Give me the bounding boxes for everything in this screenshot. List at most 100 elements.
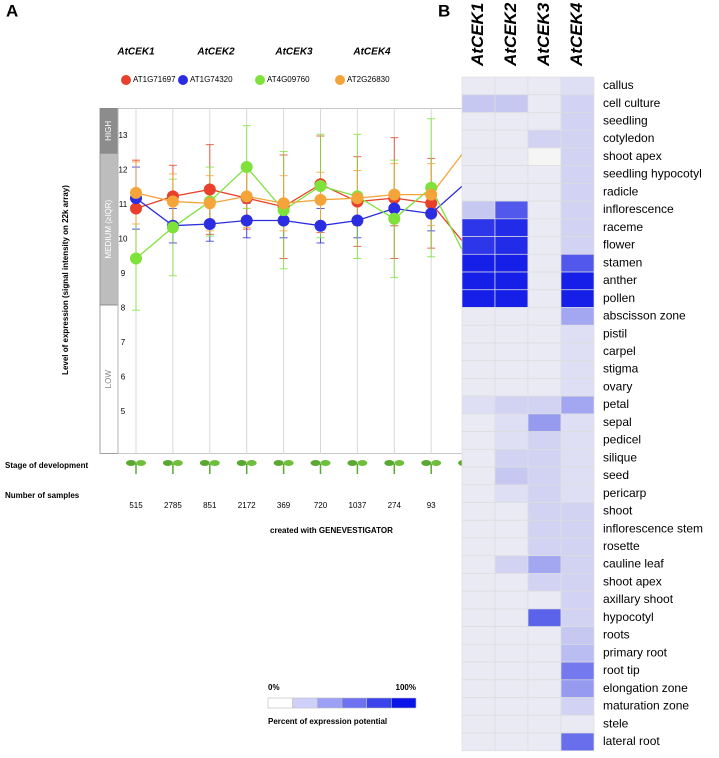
heat-cell (560, 342, 595, 362)
stage-icon (199, 460, 220, 474)
heat-cell (461, 307, 496, 326)
point (166, 221, 179, 234)
heat-cell (560, 679, 595, 698)
sample-count: 369 (277, 501, 291, 510)
band-label: HIGH (104, 121, 113, 141)
heat-cell (461, 626, 496, 645)
leaf (320, 460, 331, 466)
colorbar-swatch (292, 697, 318, 709)
band-label: MEDIUM (≥IQR) (104, 200, 113, 259)
heat-cell (560, 236, 595, 255)
heat-cell (560, 129, 595, 149)
heat-cell (494, 342, 529, 362)
heat-cell (560, 697, 595, 716)
heat-cell (560, 218, 595, 237)
point (130, 252, 142, 265)
heat-cell (527, 200, 562, 220)
leaf (394, 460, 405, 466)
heat-cell (560, 360, 595, 379)
row-label: elongation zone (603, 681, 688, 695)
y-tick-label: 12 (119, 166, 128, 175)
heat-cell (494, 360, 529, 379)
band-label: LOW (104, 370, 113, 389)
heat-cell (527, 732, 562, 752)
heat-cell (494, 732, 529, 752)
sample-count: 720 (314, 501, 328, 510)
row-label: maturation zone (603, 699, 689, 713)
stage-icon (236, 460, 257, 474)
colorbar-tick-label: 0% (268, 683, 280, 692)
heat-cell (527, 307, 562, 326)
colorbar-swatch (341, 697, 367, 709)
y-tick-label: 6 (121, 373, 126, 382)
heat-cell (560, 165, 595, 184)
heat-cell (494, 200, 529, 220)
heat-cell (560, 519, 595, 539)
heat-cell (560, 555, 595, 574)
row-label: cotyledon (603, 131, 654, 145)
heat-cell (494, 555, 529, 574)
leaf (384, 460, 395, 466)
heat-cell (527, 183, 562, 202)
row-label: pistil (603, 326, 627, 340)
heat-cell (560, 378, 595, 397)
sample-count: 1037 (349, 501, 367, 510)
heat-cell (560, 714, 595, 734)
point (240, 190, 253, 203)
point (425, 197, 438, 210)
point (314, 193, 327, 206)
heat-cell (494, 697, 529, 716)
row-label: shoot apex (603, 149, 662, 163)
heat-cell (527, 271, 562, 291)
point (203, 197, 216, 210)
row-label: roots (603, 628, 630, 642)
heat-cell (560, 147, 595, 166)
leaf (199, 460, 210, 466)
point (130, 186, 142, 199)
y-tick-label: 7 (121, 338, 126, 347)
heat-cell (461, 697, 496, 716)
heat-cell (560, 573, 595, 592)
point (277, 197, 290, 210)
row-label: seed (603, 468, 629, 482)
stage-icon (126, 460, 146, 474)
point (351, 192, 364, 205)
leaf (172, 460, 183, 466)
heat-cell (527, 289, 562, 308)
heat-cell (560, 395, 595, 415)
panel-label: A (6, 1, 18, 20)
legend-name: AtCEK1 (116, 47, 155, 58)
heat-cell (527, 573, 562, 592)
leaf (310, 460, 321, 466)
colorbar-title: Percent of expression potential (268, 717, 387, 726)
point (203, 183, 216, 196)
column-header: AtCEK4 (567, 2, 586, 67)
heat-cell (494, 590, 529, 610)
row-label: cell culture (603, 96, 661, 110)
heat-cell (461, 466, 496, 486)
leaf (357, 460, 368, 466)
heat-cell (461, 431, 496, 450)
sample-count: 515 (129, 501, 143, 510)
heat-cell (494, 183, 529, 202)
heat-cell (494, 378, 529, 397)
heat-cell (560, 253, 595, 273)
heat-cell (527, 253, 562, 273)
heat-cell (494, 76, 529, 96)
heat-cell (461, 679, 496, 698)
legend-locus: AT4G09760 (267, 75, 310, 84)
heat-cell (461, 378, 496, 397)
heat-cell (560, 537, 595, 557)
colorbar-swatch (267, 697, 293, 709)
heat-cell (527, 395, 562, 415)
heat-cell (461, 147, 496, 166)
heat-cell (527, 218, 562, 237)
heat-cell (494, 129, 529, 149)
heat-cell (461, 555, 496, 574)
heat-cell (527, 360, 562, 379)
row-label: inflorescence stem (603, 521, 703, 535)
heat-cell (560, 732, 595, 752)
heat-cell (461, 165, 496, 184)
heat-cell (494, 484, 529, 503)
